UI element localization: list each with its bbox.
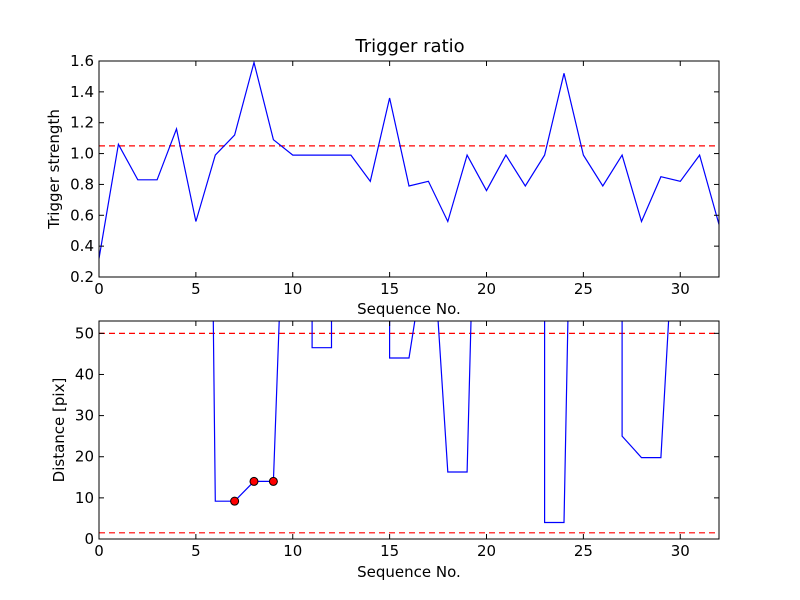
x-tick-label: 25: [574, 542, 593, 560]
y-axis-label: Distance [pix]: [50, 378, 68, 483]
y-tick-label: 0: [84, 530, 94, 548]
y-tick-label: 40: [75, 365, 94, 383]
data-point-marker: [249, 476, 259, 486]
series-line: [621, 321, 670, 459]
series-group: [99, 61, 719, 259]
chart-title: Trigger ratio: [354, 36, 464, 57]
y-tick-label: 50: [75, 324, 94, 342]
y-axis-ticks: 0 10 20 30 40 50: [75, 324, 719, 548]
trigger-ratio-chart: Trigger ratio 0 5 10 15 20 25 30 0.2 0.4 0.6 0.8 1…: [45, 36, 720, 318]
x-tick-label: 5: [191, 542, 201, 560]
plot-frame: [98, 60, 720, 278]
x-tick-label: 20: [477, 280, 496, 298]
x-axis-ticks: 0 5 10 15 20 25 30: [94, 61, 690, 298]
series-line: [389, 321, 416, 359]
y-tick-label: 20: [75, 448, 94, 466]
series-line: [212, 321, 280, 502]
data-point-marker: [230, 496, 240, 506]
data-point-marker: [268, 476, 278, 486]
x-axis-ticks: 0 5 10 15 20 25 30: [94, 321, 690, 560]
y-tick-label: 0.6: [70, 206, 94, 224]
plot-area: [98, 320, 720, 540]
x-tick-label: 30: [671, 542, 690, 560]
y-tick-label: 30: [75, 407, 94, 425]
series-line: [543, 321, 569, 524]
x-tick-label: 15: [380, 280, 399, 298]
x-tick-label: 0: [94, 542, 104, 560]
x-tick-label: 0: [94, 280, 104, 298]
plot-area: [98, 60, 720, 278]
y-tick-label: 0.4: [70, 237, 94, 255]
x-tick-label: 5: [191, 280, 201, 298]
y-tick-label: 0.8: [70, 175, 94, 193]
y-tick-label: 1.6: [70, 52, 94, 70]
x-tick-label: 10: [283, 542, 302, 560]
x-tick-label: 10: [283, 280, 302, 298]
y-tick-label: 10: [75, 489, 94, 507]
y-axis-label: Trigger strength: [45, 109, 63, 230]
marker-group: [230, 476, 278, 506]
series-line: [437, 321, 472, 473]
series-line: [311, 321, 333, 349]
y-tick-label: 1.0: [70, 145, 94, 163]
y-axis-ticks: 0.2 0.4 0.6 0.8 1.0 1.2 1.4 1.6: [70, 52, 719, 286]
y-tick-label: 1.2: [70, 114, 94, 132]
plot-frame: [98, 320, 720, 540]
x-axis-label: Sequence No.: [357, 300, 461, 318]
x-tick-label: 15: [380, 542, 399, 560]
series-group: [212, 321, 670, 524]
x-tick-label: 20: [477, 542, 496, 560]
series-line: [99, 61, 719, 259]
x-axis-label: Sequence No.: [357, 563, 461, 581]
x-tick-label: 30: [671, 280, 690, 298]
x-tick-label: 25: [574, 280, 593, 298]
threshold-lines: [99, 332, 719, 534]
y-tick-label: 1.4: [70, 83, 94, 101]
y-tick-label: 0.2: [70, 268, 94, 286]
distance-chart: 0 5 10 15 20 25 30 0 10 20 30 40 50 Sequence No. Di…: [50, 320, 720, 581]
